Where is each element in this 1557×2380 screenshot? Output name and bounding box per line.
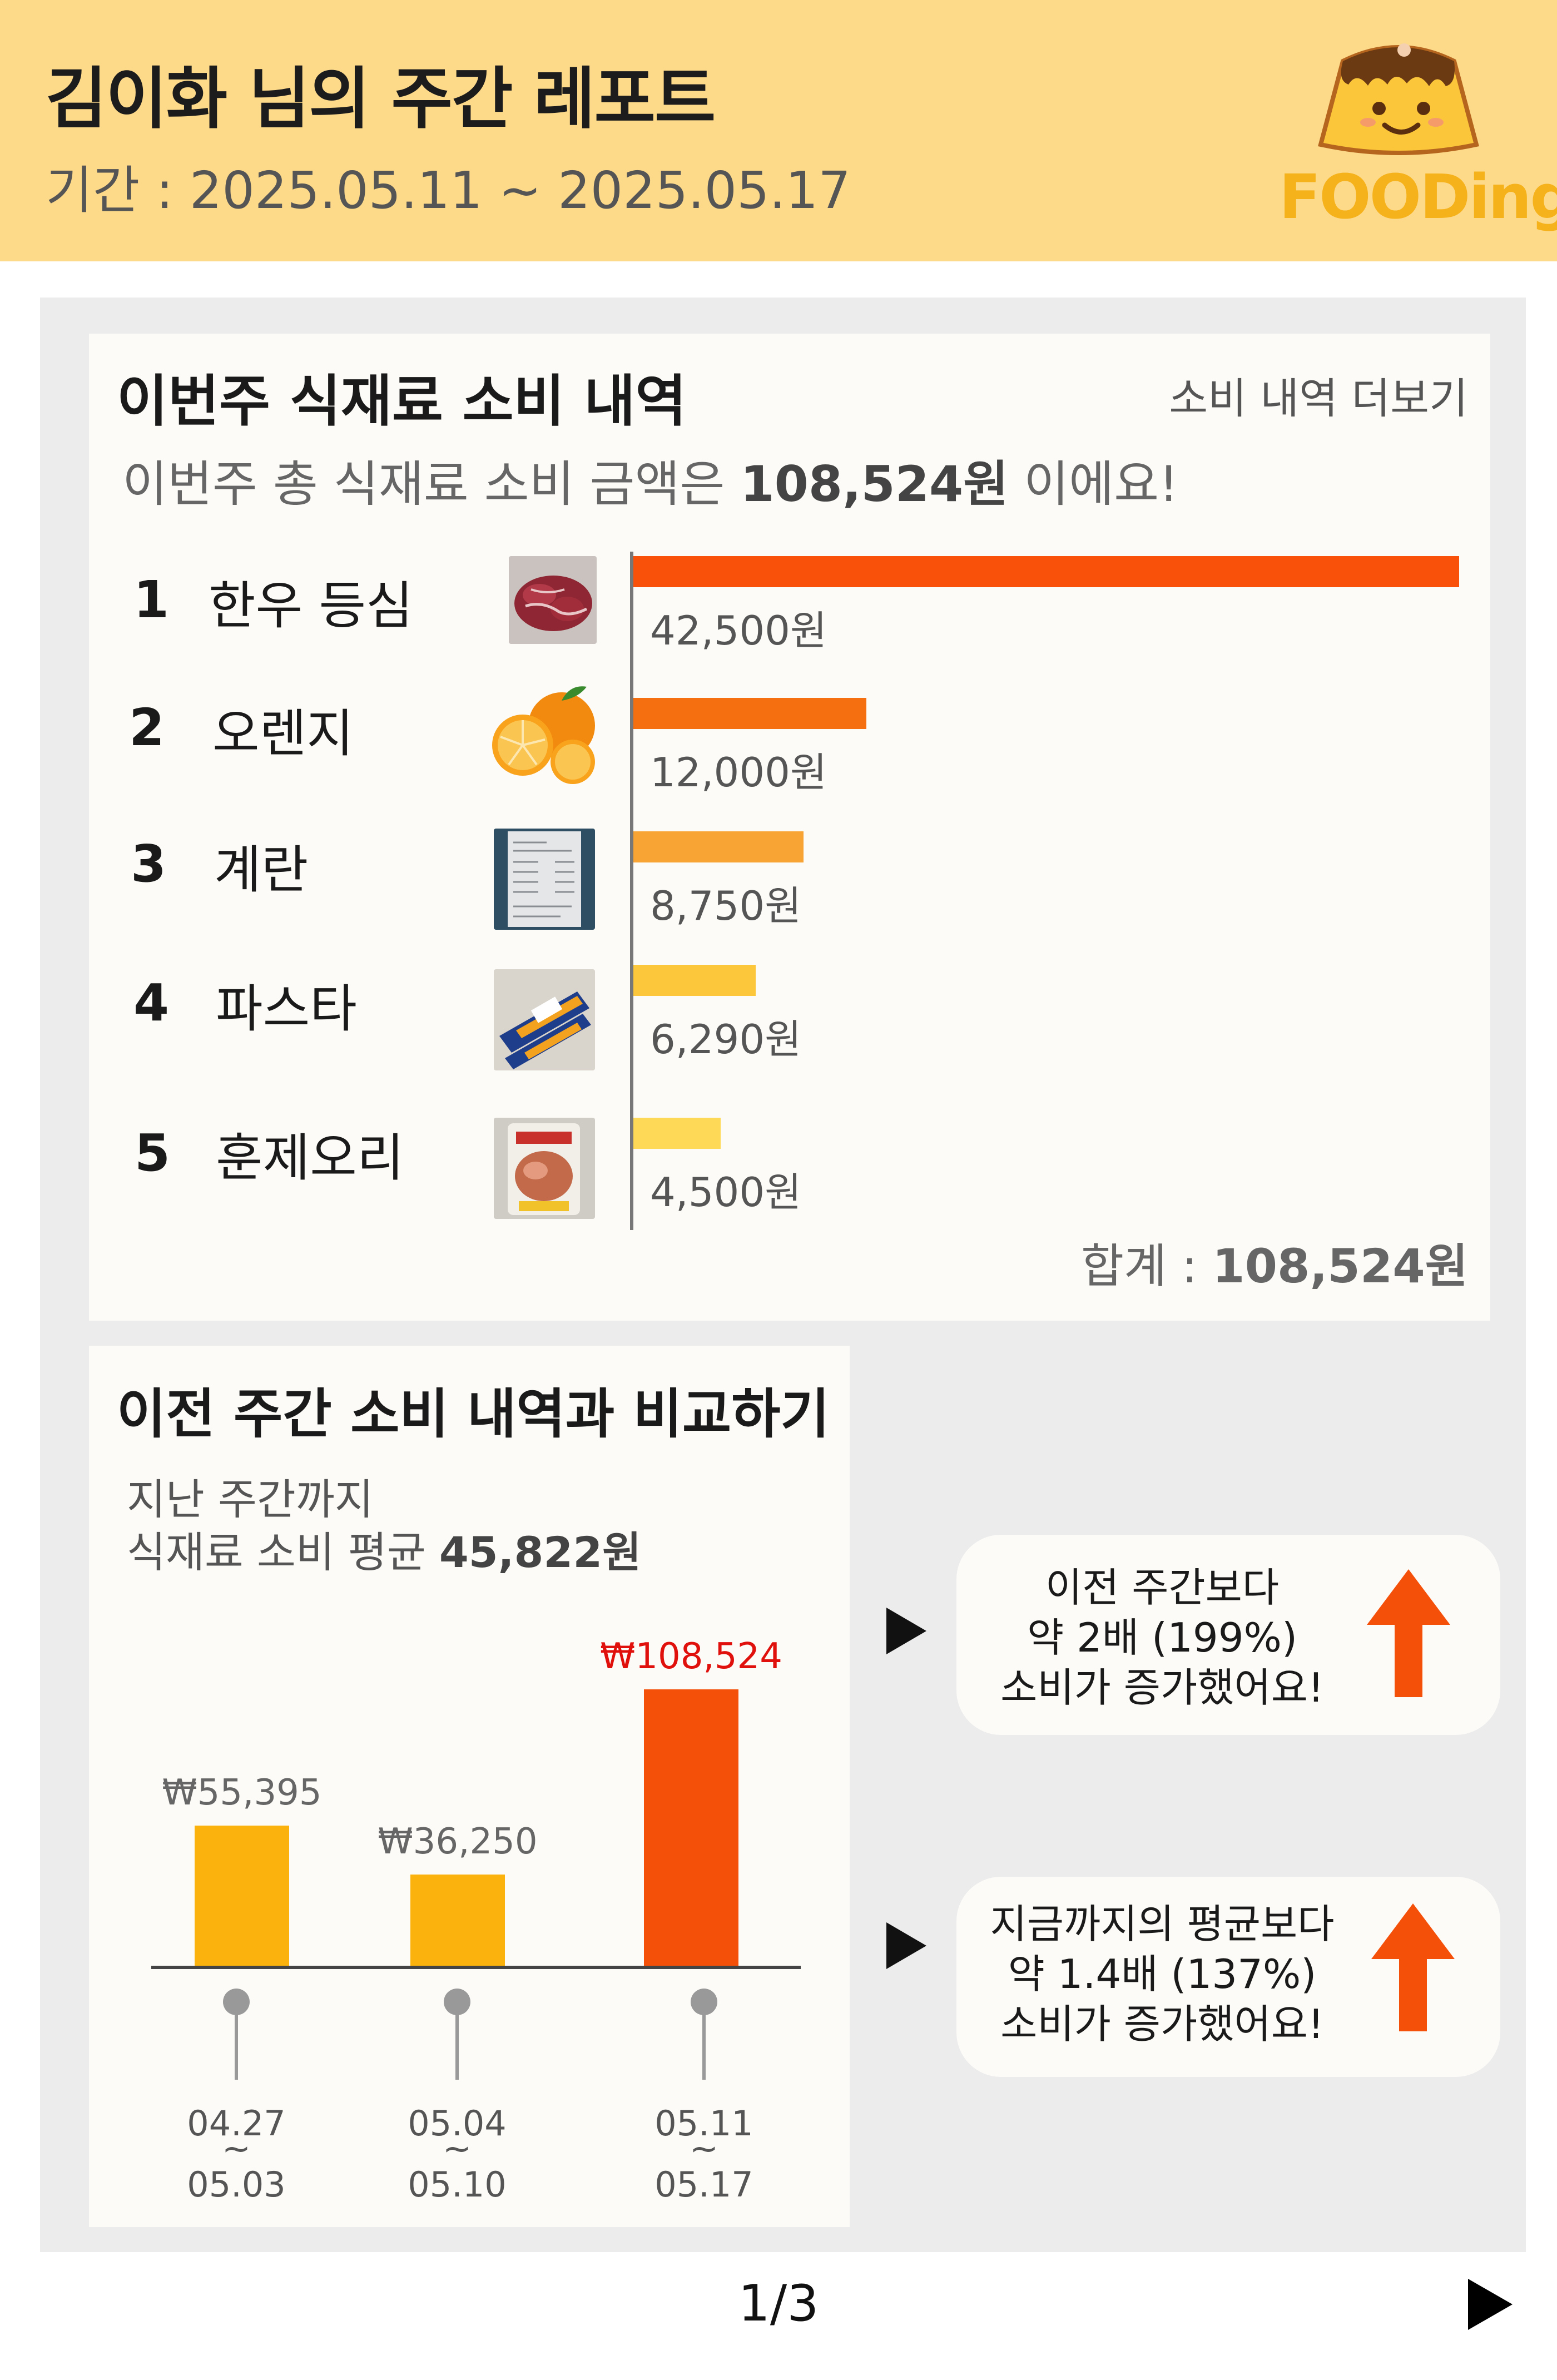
amount-label: 8,750원 bbox=[650, 882, 802, 929]
amount-bar bbox=[633, 1118, 721, 1149]
page-indicator: 1/3 bbox=[738, 2274, 819, 2333]
average-summary: 식재료 소비 평균 45,822원 bbox=[127, 1528, 642, 1577]
smoked-duck-thumbnail bbox=[494, 1118, 595, 1219]
pudding-icon bbox=[1318, 43, 1479, 155]
tick-label: ~ bbox=[690, 2128, 718, 2169]
report-period: 기간 : 2025.05.11 ~ 2025.05.17 bbox=[46, 161, 851, 220]
timeline-dot bbox=[223, 1989, 250, 2015]
bubble-line: 이전 주간보다 bbox=[1045, 1564, 1280, 1611]
tick-label: 05.04 bbox=[408, 2103, 507, 2144]
receipt-thumbnail bbox=[494, 829, 595, 930]
bubble-line: 소비가 증가했어요! bbox=[1000, 2001, 1324, 2047]
comparison-bubble-previous: 이전 주간보다 약 2배 (199%) 소비가 증가했어요! bbox=[956, 1535, 1500, 1735]
amount-bar bbox=[633, 698, 866, 729]
bar-chart-axis bbox=[630, 552, 633, 1230]
tick-label: 05.03 bbox=[187, 2164, 286, 2205]
item-name: 한우 등심 bbox=[209, 576, 413, 636]
chart-bar bbox=[410, 1875, 505, 1967]
bar-value-label: ₩55,395 bbox=[162, 1772, 321, 1813]
amount-label: 42,500원 bbox=[650, 607, 827, 654]
pasta-package-thumbnail bbox=[494, 969, 595, 1070]
rank-number: 3 bbox=[131, 834, 167, 894]
tick-label: 05.17 bbox=[654, 2164, 753, 2205]
orange-thumbnail bbox=[489, 678, 603, 790]
increase-arrow-icon bbox=[1371, 1903, 1455, 2031]
weekly-comparison-chart: ₩55,395₩36,250₩108,52404.27~05.0305.04~0… bbox=[151, 1636, 801, 2205]
amount-label: 12,000원 bbox=[650, 749, 827, 796]
weekly-sum-amount: 108,524원 bbox=[1212, 1239, 1468, 1293]
pointer-arrow-icon bbox=[886, 1922, 926, 1969]
amount-bar bbox=[633, 965, 756, 996]
bar-value-label: ₩36,250 bbox=[378, 1821, 537, 1862]
bar-value-label: ₩108,524 bbox=[600, 1636, 782, 1677]
tick-label: ~ bbox=[222, 2128, 251, 2169]
amount-bar bbox=[633, 556, 1459, 587]
increase-arrow-icon bbox=[1367, 1569, 1450, 1697]
tick-label: ~ bbox=[443, 2128, 472, 2169]
comparison-bubble-average: 지금까지의 평균보다 약 1.4배 (137%) 소비가 증가했어요! bbox=[956, 1877, 1500, 2077]
more-details-link[interactable]: 소비 내역 더보기 bbox=[1169, 374, 1468, 423]
comparison-title: 이전 주간 소비 내역과 비교하기 bbox=[117, 1383, 830, 1445]
weekly-total-summary: 이번주 총 식재료 소비 금액은 108,524원 이에요! bbox=[122, 455, 1179, 513]
report-header: 김이화 님의 주간 레포트 기간 : 2025.05.11 ~ 2025.05.… bbox=[0, 0, 1557, 261]
average-amount: 45,822원 bbox=[439, 1528, 642, 1577]
beef-sirloin-thumbnail bbox=[509, 556, 597, 644]
bubble-text: 지금까지의 평균보다 약 1.4배 (137%) 소비가 증가했어요! bbox=[990, 1899, 1335, 2049]
weekly-total-amount: 108,524원 bbox=[740, 455, 1009, 513]
item-name: 훈제오리 bbox=[216, 1128, 404, 1188]
fooding-logo: FOODing bbox=[1279, 39, 1557, 239]
chart-bar bbox=[644, 1689, 738, 1967]
item-name: 계란 bbox=[214, 840, 309, 900]
rank-number: 1 bbox=[133, 570, 170, 629]
amount-bar bbox=[633, 831, 804, 862]
next-page-button[interactable] bbox=[1468, 2279, 1513, 2330]
rank-number: 5 bbox=[135, 1123, 171, 1183]
tick-label: 05.11 bbox=[654, 2103, 753, 2144]
bubble-line: 약 2배 (199%) bbox=[1027, 1614, 1298, 1661]
item-name: 파스타 bbox=[216, 979, 357, 1039]
item-name: 오렌지 bbox=[212, 704, 354, 763]
bubble-text: 이전 주간보다 약 2배 (199%) 소비가 증가했어요! bbox=[990, 1563, 1335, 1713]
rank-number: 2 bbox=[129, 698, 165, 757]
weekly-title: 이번주 식재료 소비 내역 bbox=[117, 369, 687, 434]
chart-bar bbox=[195, 1826, 289, 1967]
bubble-line: 소비가 증가했어요! bbox=[1000, 1664, 1324, 1711]
comparison-card: 이전 주간 소비 내역과 비교하기 지난 주간까지 식재료 소비 평균 45,8… bbox=[89, 1346, 850, 2227]
bubble-line: 지금까지의 평균보다 bbox=[990, 1901, 1335, 1947]
average-caption: 지난 주간까지 bbox=[127, 1475, 374, 1524]
rank-number: 4 bbox=[133, 973, 170, 1033]
weekly-sum: 합계 : 108,524원 bbox=[1080, 1239, 1468, 1293]
bubble-line: 약 1.4배 (137%) bbox=[1008, 1951, 1317, 1997]
pointer-arrow-icon bbox=[886, 1608, 926, 1654]
timeline-dot bbox=[444, 1989, 470, 2015]
timeline-dot bbox=[691, 1989, 717, 2015]
report-title: 김이화 님의 주간 레포트 bbox=[46, 61, 716, 138]
weekly-consumption-card: 이번주 식재료 소비 내역 소비 내역 더보기 이번주 총 식재료 소비 금액은… bbox=[89, 334, 1490, 1321]
tick-label: 04.27 bbox=[187, 2103, 286, 2144]
amount-label: 4,500원 bbox=[650, 1169, 802, 1216]
amount-label: 6,290원 bbox=[650, 1016, 802, 1063]
logo-text: FOODing bbox=[1279, 161, 1557, 232]
tick-label: 05.10 bbox=[408, 2164, 507, 2205]
